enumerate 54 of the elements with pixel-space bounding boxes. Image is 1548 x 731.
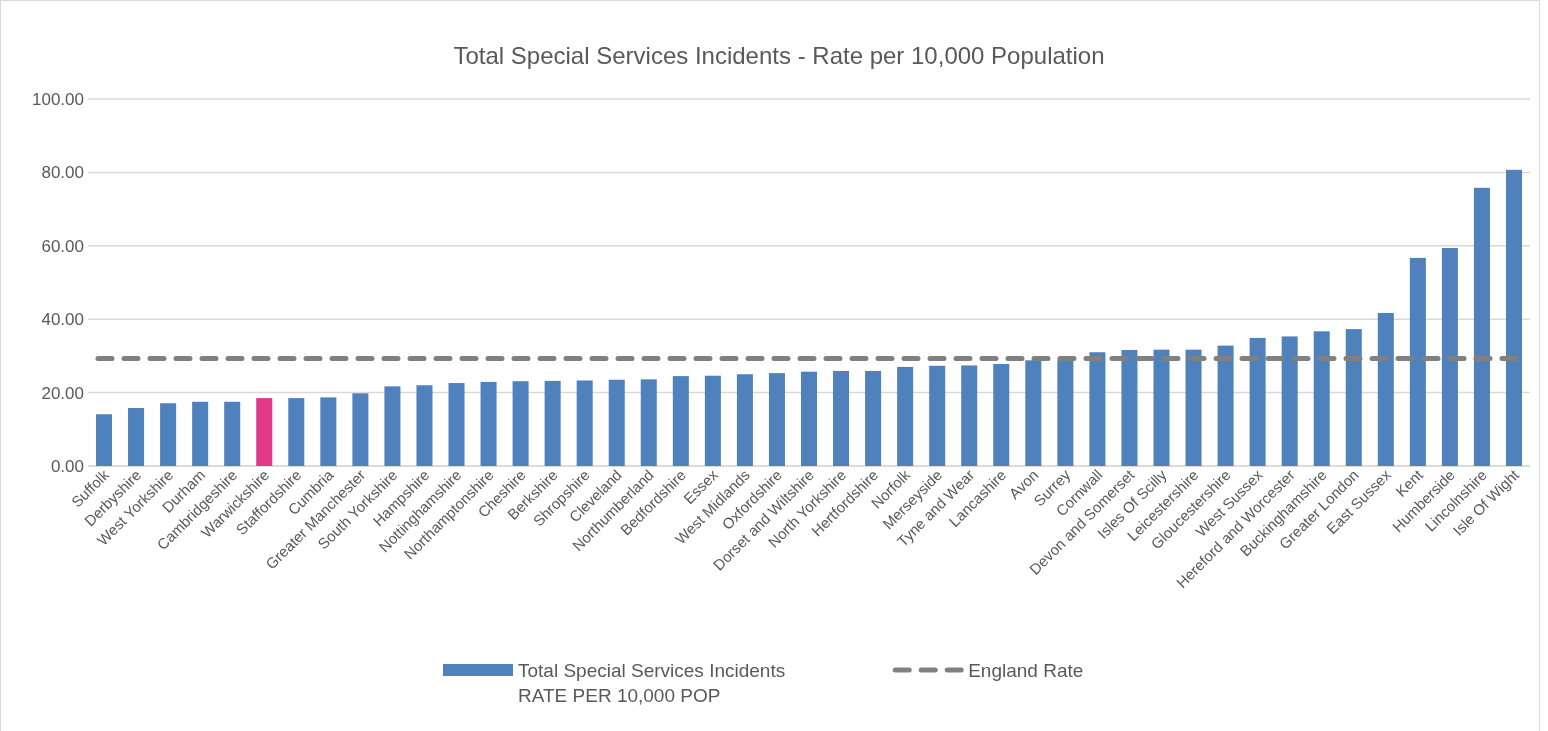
bar (224, 401, 241, 466)
bar (929, 365, 946, 466)
y-tick-label: 0.00 (50, 456, 84, 476)
bar (833, 370, 850, 466)
y-tick-label: 100.00 (32, 89, 84, 109)
bar (1057, 359, 1074, 466)
bar (1025, 360, 1042, 466)
bar (1185, 349, 1202, 466)
bar (480, 381, 497, 466)
bar (736, 374, 753, 466)
bar (640, 379, 657, 466)
bar (1377, 312, 1394, 466)
bar (608, 379, 625, 466)
bar (800, 371, 818, 466)
bar (448, 383, 465, 466)
y-tick-label: 40.00 (41, 310, 84, 330)
y-tick-label: 80.00 (41, 163, 84, 183)
bar (384, 386, 401, 466)
bar (160, 403, 177, 466)
bar (704, 375, 721, 466)
bar (416, 385, 433, 466)
bar (993, 363, 1010, 466)
bar (1313, 331, 1330, 466)
y-tick-label: 60.00 (41, 236, 84, 256)
chart-title: Total Special Services Incidents - Rate per 10,000 Population (453, 42, 1105, 69)
bar (320, 397, 337, 466)
bar (1441, 248, 1458, 466)
bar (1409, 257, 1426, 466)
bar (1089, 352, 1106, 466)
legend-label: Total Special Services Incidents RATE PER 10,000 POP (518, 660, 786, 706)
bar (1249, 337, 1266, 466)
bar (1473, 187, 1490, 466)
bar (576, 380, 593, 466)
bar (1217, 345, 1234, 466)
bar (512, 381, 529, 466)
bar (192, 401, 209, 466)
bar (128, 408, 145, 466)
bar (865, 370, 882, 466)
bar (961, 365, 978, 466)
bar (768, 373, 785, 466)
bar (1153, 349, 1170, 466)
bar (897, 366, 914, 466)
bar (1121, 350, 1138, 466)
bar (288, 398, 305, 466)
bar (256, 398, 273, 466)
bar (672, 376, 689, 466)
bar (1281, 336, 1298, 466)
bar (544, 380, 561, 466)
y-tick-label: 20.00 (41, 383, 84, 403)
bar (96, 414, 113, 466)
bar (1345, 329, 1362, 466)
legend-label: England Rate (968, 660, 1084, 681)
bar (1505, 169, 1522, 466)
bar (352, 393, 369, 466)
